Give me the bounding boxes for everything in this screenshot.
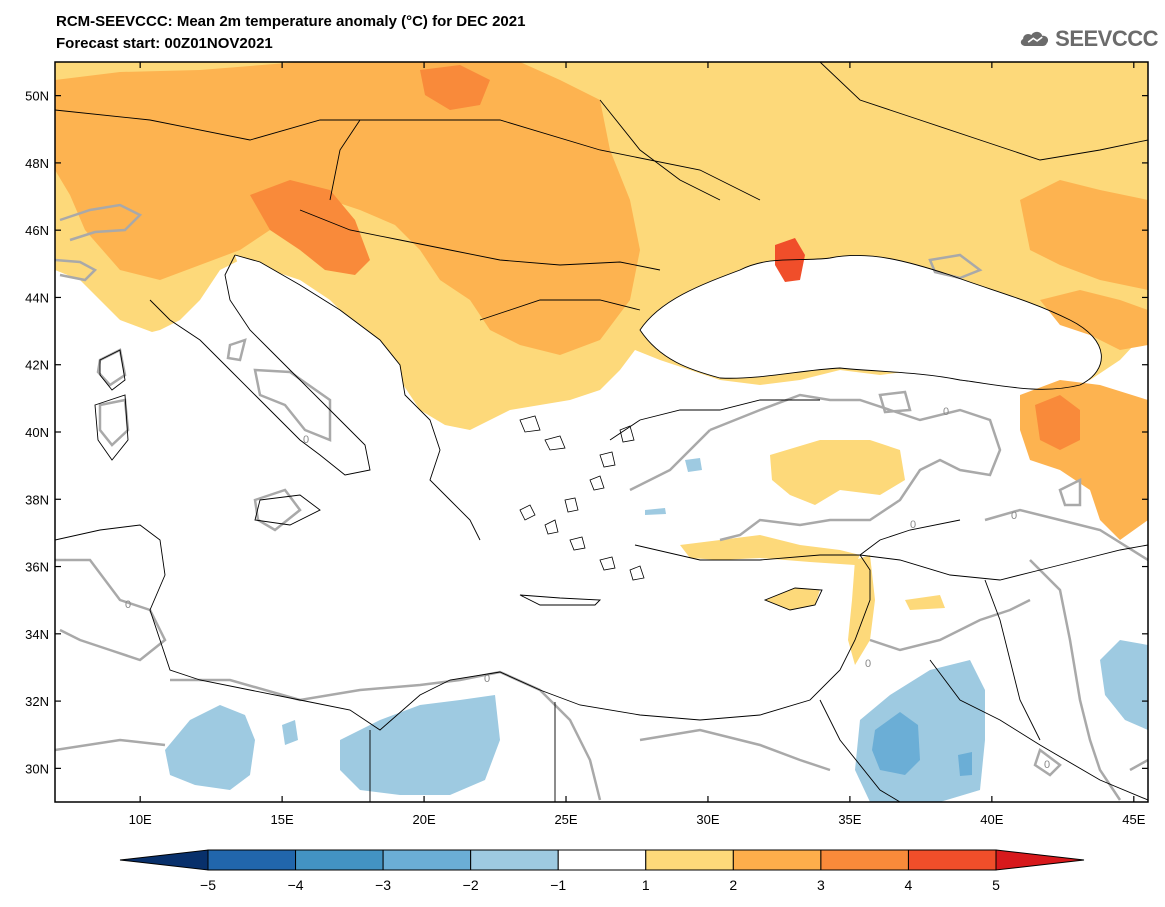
contour-label: 0 xyxy=(943,406,949,418)
colorbar-level-label: 4 xyxy=(905,877,913,893)
lat-tick-label: 38N xyxy=(25,492,49,507)
colorbar-level-label: −4 xyxy=(288,877,304,893)
colorbar-swatch xyxy=(382,849,472,871)
colorbar-arrow-low xyxy=(119,849,209,871)
contour-label: 0 xyxy=(1044,759,1050,771)
lon-tick-label: 35E xyxy=(838,812,861,827)
map-axes: 10E 15E 20E 25E 30E 35E 40E 45E 30N 32N 34N 36N 38N 4… xyxy=(25,62,1148,827)
contour-label: 0 xyxy=(303,434,309,446)
lat-tick-label: 42N xyxy=(25,358,49,373)
cold-anomaly-arabia-strong xyxy=(872,712,920,775)
contour-labels: 0 0 0 0 0 0 0 0 xyxy=(125,406,1050,771)
contour-label: 0 xyxy=(484,673,490,685)
colorbar-level-label: −1 xyxy=(550,877,566,893)
colorbar-swatch xyxy=(820,849,909,871)
cold-anomaly-iran xyxy=(1100,640,1148,730)
colorbar-level-label: −2 xyxy=(463,877,479,893)
forecast-start-label: Forecast start: 00Z01NOV2021 xyxy=(56,35,273,52)
colorbar-arrow-high xyxy=(995,849,1085,871)
warm-anomaly-2-3-central-europe xyxy=(55,62,640,355)
map-title: RCM-SEEVCCC: Mean 2m temperature anomaly… xyxy=(56,13,526,30)
colorbar: −5 −4 −3 −2 −1 1 2 3 4 5 xyxy=(119,849,1085,893)
contour-label: 0 xyxy=(125,599,131,611)
lon-tick-label: 10E xyxy=(129,812,152,827)
aegean-islands xyxy=(519,415,645,581)
warm-anomaly-anatolia xyxy=(770,440,905,505)
contour-label: 0 xyxy=(1011,510,1017,522)
colorbar-level-label: 2 xyxy=(729,877,737,893)
lat-tick-label: 44N xyxy=(25,290,49,305)
cold-anomaly-aegean xyxy=(645,508,666,515)
lat-tick-label: 46N xyxy=(25,223,49,238)
lat-tick-label: 36N xyxy=(25,560,49,575)
coastlines-borders xyxy=(55,62,1148,802)
lon-tick-label: 15E xyxy=(271,812,294,827)
anomaly-field xyxy=(55,62,1148,802)
cold-anomaly-libya-east xyxy=(340,695,500,795)
colorbar-swatch xyxy=(295,849,384,871)
warm-anomaly-3-4-alps xyxy=(250,180,370,275)
contour-label: 0 xyxy=(865,658,871,670)
colorbar-level-label: −5 xyxy=(200,877,216,893)
cold-anomaly-tunisia xyxy=(282,720,298,745)
cold-anomaly-libya-west xyxy=(165,705,255,790)
lon-tick-label: 25E xyxy=(554,812,577,827)
colorbar-level-label: 1 xyxy=(642,877,650,893)
colorbar-swatch xyxy=(645,849,734,871)
lat-tick-label: 48N xyxy=(25,156,49,171)
cold-anomaly-arabia-strong-small xyxy=(958,752,972,776)
lat-tick-label: 30N xyxy=(25,761,49,776)
warm-anomaly-turkey-coast xyxy=(680,535,860,565)
colorbar-level-label: 5 xyxy=(992,877,1000,893)
adriatic-sea xyxy=(235,255,405,410)
lon-tick-label: 30E xyxy=(696,812,719,827)
lon-tick-label: 45E xyxy=(1122,812,1145,827)
cloud-icon xyxy=(1020,31,1049,47)
colorbar-swatch xyxy=(907,849,997,871)
colorbar-swatch xyxy=(732,849,822,871)
colorbar-swatch xyxy=(470,849,559,871)
logo-text: SEEVCCC xyxy=(1055,26,1158,51)
warm-anomaly-syria xyxy=(905,595,945,610)
lat-tick-label: 50N xyxy=(25,89,49,104)
warm-anomaly-levant xyxy=(848,555,875,665)
warm-anomaly-cyprus xyxy=(765,588,820,610)
lon-tick-label: 40E xyxy=(980,812,1003,827)
cold-anomaly-anatolia xyxy=(685,458,702,472)
warm-anomaly-2-3-east xyxy=(1040,290,1148,350)
contour-label: 0 xyxy=(910,519,916,531)
warm-anomaly-2-3-east-north xyxy=(1020,180,1148,290)
lon-tick-label: 20E xyxy=(412,812,435,827)
lat-tick-label: 34N xyxy=(25,627,49,642)
colorbar-level-label: −3 xyxy=(375,877,391,893)
black-sea xyxy=(640,255,1102,390)
warm-anomaly-3-4-caucasus xyxy=(1035,395,1080,450)
lat-tick-label: 32N xyxy=(25,694,49,709)
colorbar-swatch xyxy=(207,849,297,871)
warm-anomaly-3-4-north xyxy=(420,65,490,110)
lat-tick-label: 40N xyxy=(25,425,49,440)
colorbar-level-label: 3 xyxy=(817,877,825,893)
seevccc-logo: SEEVCCC xyxy=(1018,22,1158,56)
colorbar-swatch xyxy=(557,849,647,871)
